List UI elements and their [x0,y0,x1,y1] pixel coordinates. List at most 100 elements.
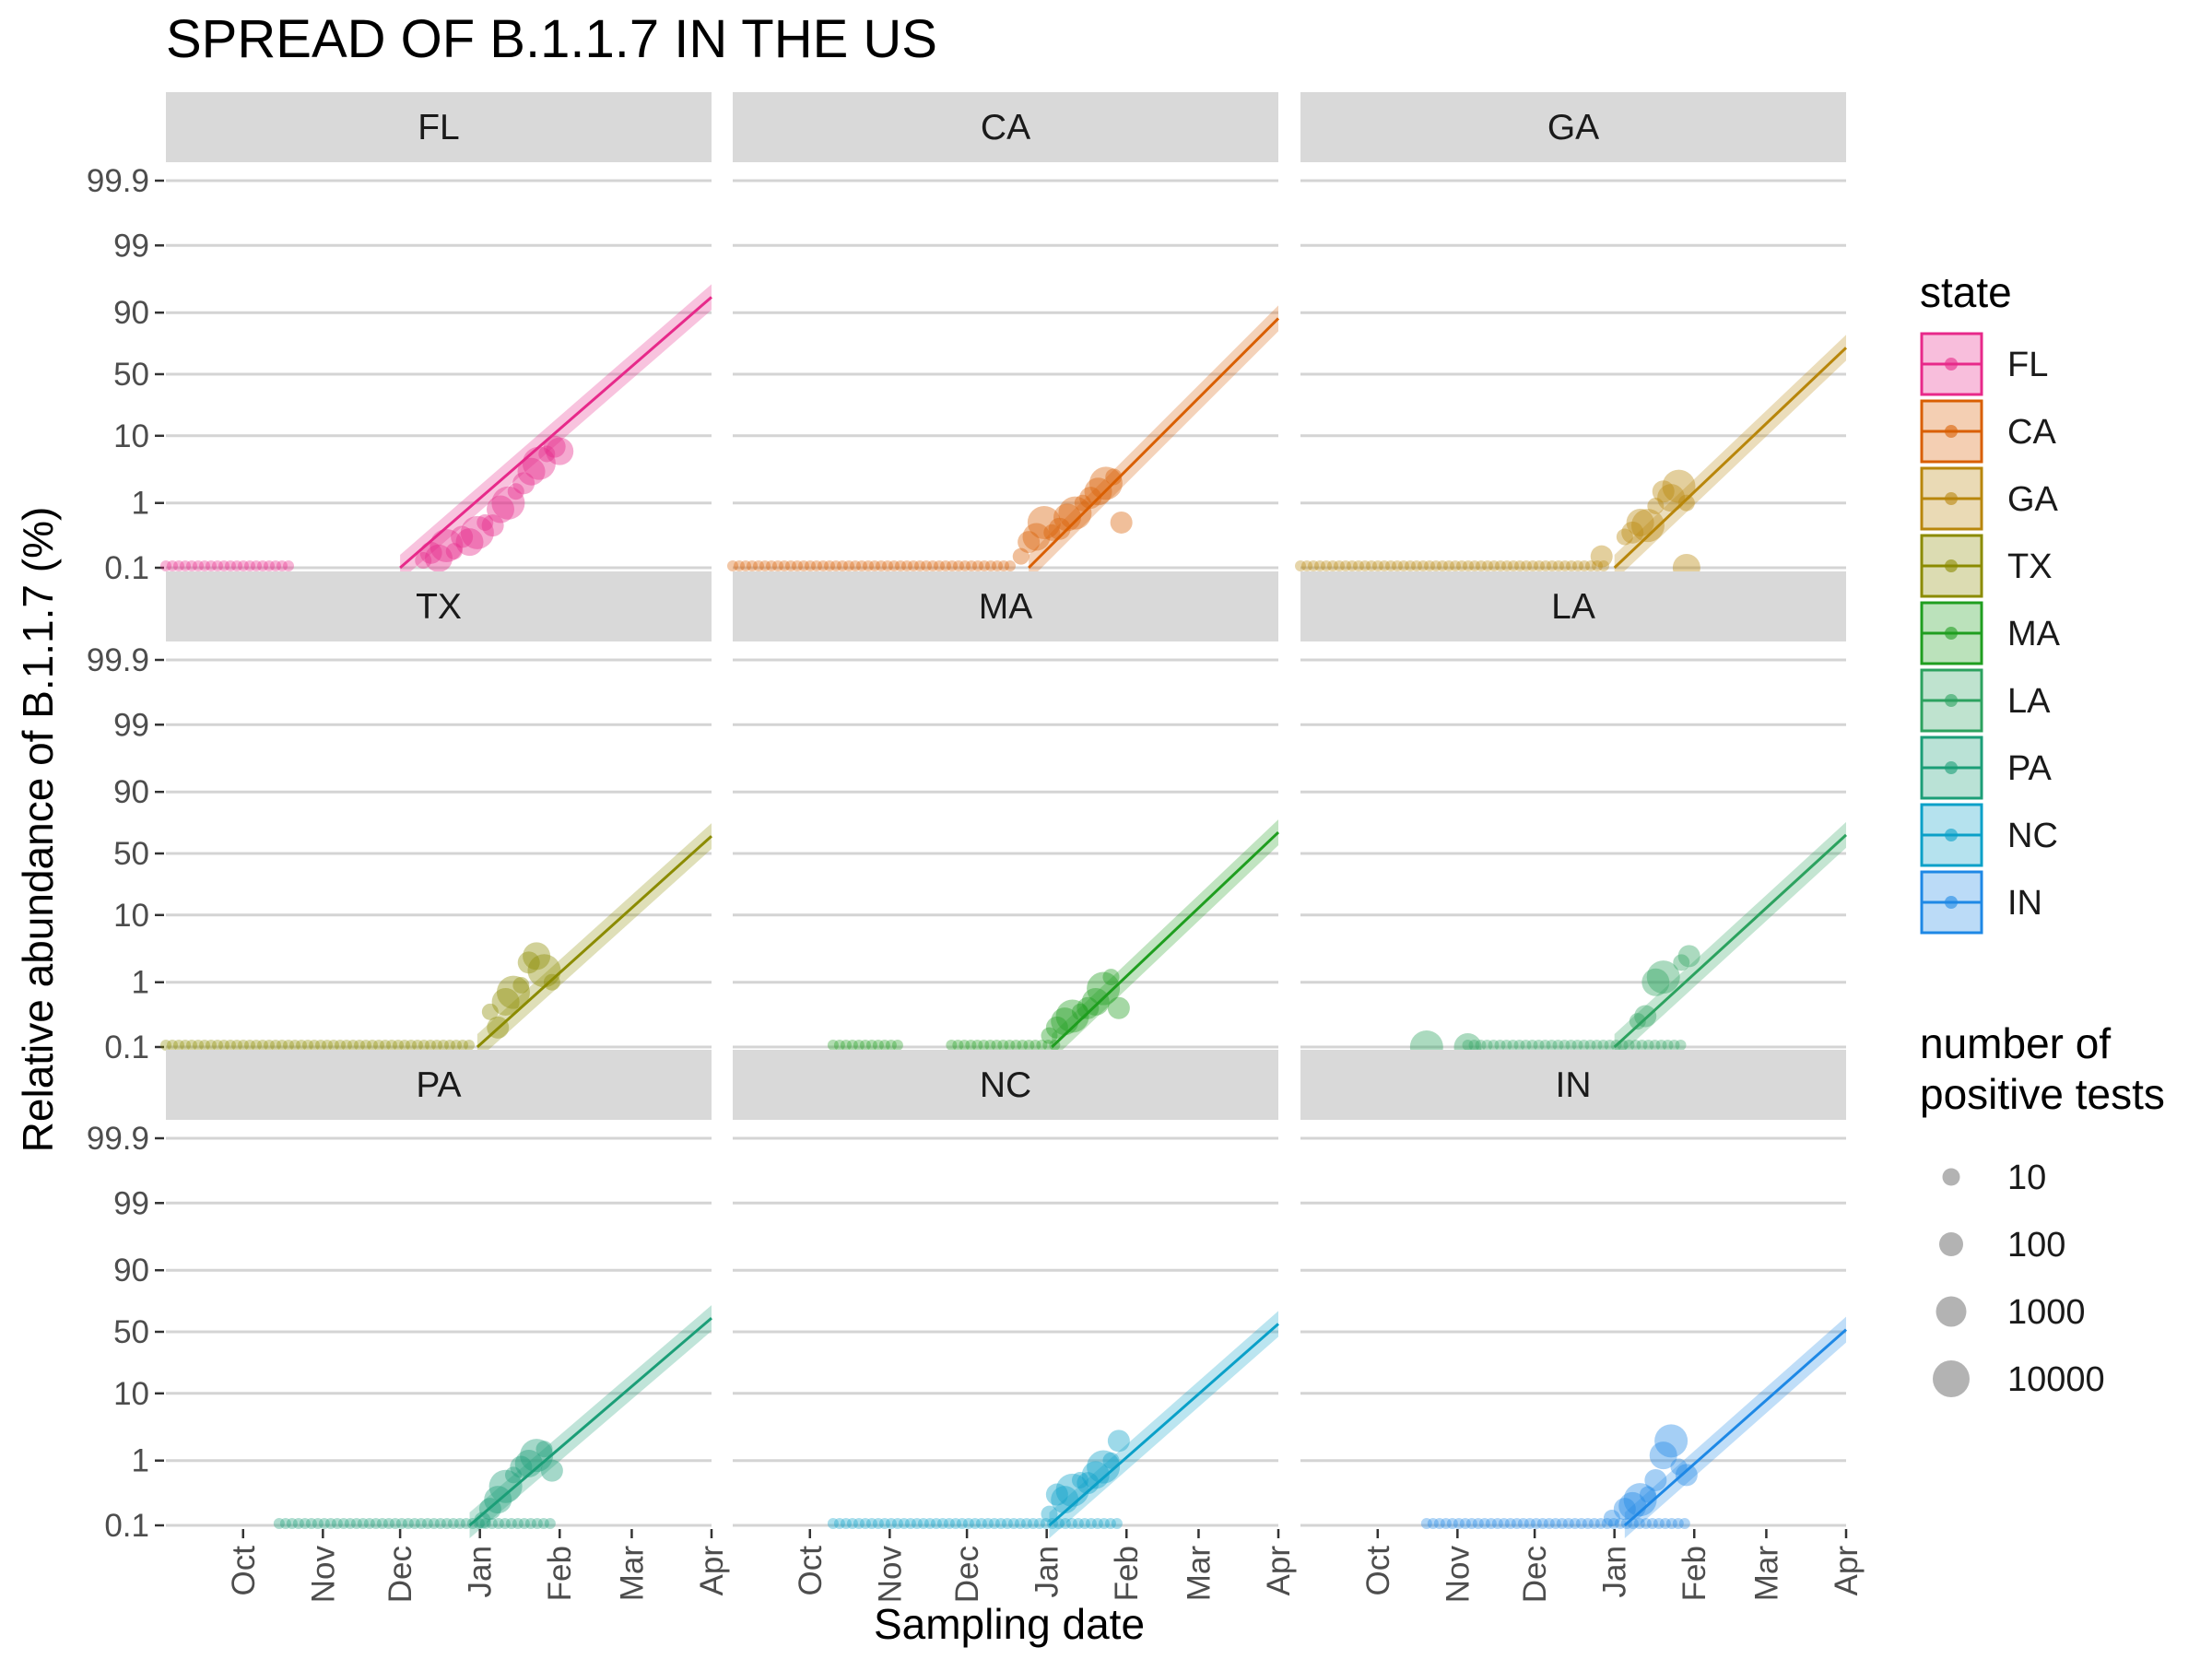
data-point [1677,945,1700,968]
data-point [1059,1518,1071,1529]
y-tick-label: 0.1 [104,550,149,586]
data-point [1629,1013,1646,1030]
data-point [315,1040,326,1051]
y-tick-label: 50 [113,1314,149,1350]
data-point [1585,560,1596,571]
data-point [1098,1518,1110,1529]
data-point [367,1040,378,1051]
data-point [901,560,912,571]
data-point [1104,1518,1116,1529]
data-point [522,446,556,480]
data-point [1005,560,1016,571]
data-point [1463,560,1474,571]
data-point [415,1518,427,1529]
data-point [1657,484,1686,512]
data-point [273,1518,285,1529]
data-point [798,560,809,571]
data-point [518,1518,530,1529]
legend-key-dot [1945,761,1958,774]
data-point [1571,1040,1583,1051]
data-point [1085,1518,1097,1529]
x-tick-label: Dec [382,1546,418,1603]
data-point [251,1040,262,1051]
data-point [846,1518,858,1529]
data-point [1588,1518,1600,1529]
legend-label: LA [2007,682,2051,721]
data-point [1623,1483,1657,1517]
data-point [1411,560,1422,571]
panel-strip [166,571,712,641]
data-point [451,525,474,548]
legend-size-dot [1936,1296,1967,1327]
data-point [428,1518,440,1529]
data-point [180,1040,191,1051]
data-point [487,495,515,524]
data-point [895,560,906,571]
data-point [464,1040,475,1051]
data-point [1526,1040,1538,1051]
data-point [520,1439,554,1473]
data-point [908,560,919,571]
data-point [1652,480,1675,503]
data-point [1379,560,1390,571]
data-point [257,1040,268,1051]
data-point [840,1518,852,1529]
data-point [1072,1518,1084,1529]
data-point [486,1518,498,1529]
data-point [1649,1441,1677,1470]
y-tick-label: 0.1 [104,1030,149,1065]
data-point [1553,560,1564,571]
data-point [457,1040,468,1051]
y-tick-label: 10 [113,418,149,454]
data-point [537,1518,549,1529]
data-point [1485,1518,1497,1529]
data-point [418,1040,429,1051]
data-point [1045,1483,1068,1506]
y-tick-label: 1 [132,1443,149,1479]
data-point [279,1518,291,1529]
data-point [193,560,204,571]
data-point [1424,560,1435,571]
data-point [1655,1040,1667,1051]
data-point [455,528,484,557]
data-point [740,560,751,571]
data-point [1520,1040,1532,1051]
x-tick-label: Apr [1829,1546,1865,1596]
x-tick-label: Oct [793,1546,829,1596]
legend-title: number of [1920,1019,2111,1067]
data-point [911,1518,923,1529]
x-tick-label: Mar [614,1546,650,1602]
data-point [335,1040,346,1051]
data-point [1308,560,1319,571]
data-point [959,1040,971,1051]
data-point [747,560,758,571]
data-point [971,1040,983,1051]
legend-label: IN [2007,884,2042,923]
x-tick-label: Nov [305,1546,341,1604]
data-point [1582,1518,1594,1529]
data-point [447,1518,459,1529]
data-point [943,1518,955,1529]
data-point [1468,1040,1480,1051]
legend-key-dot [1945,694,1958,707]
panel-ma: MA [733,571,1280,1060]
data-point [389,1518,401,1529]
legend-label: PA [2007,749,2053,788]
data-point [1077,996,1100,1019]
data-point [1022,523,1051,551]
data-point [1087,971,1121,1006]
data-point [927,560,938,571]
data-point [1102,1452,1120,1469]
data-point [1590,545,1613,568]
data-point [244,1040,255,1051]
data-point [1398,560,1409,571]
legend-label: 10 [2007,1159,2046,1197]
data-point [1507,1040,1519,1051]
data-point [924,1518,935,1529]
data-point [167,560,178,571]
data-point [264,1040,275,1051]
data-point [543,973,560,991]
data-point [1653,1518,1665,1529]
data-point [885,1518,897,1529]
data-point [491,486,525,520]
